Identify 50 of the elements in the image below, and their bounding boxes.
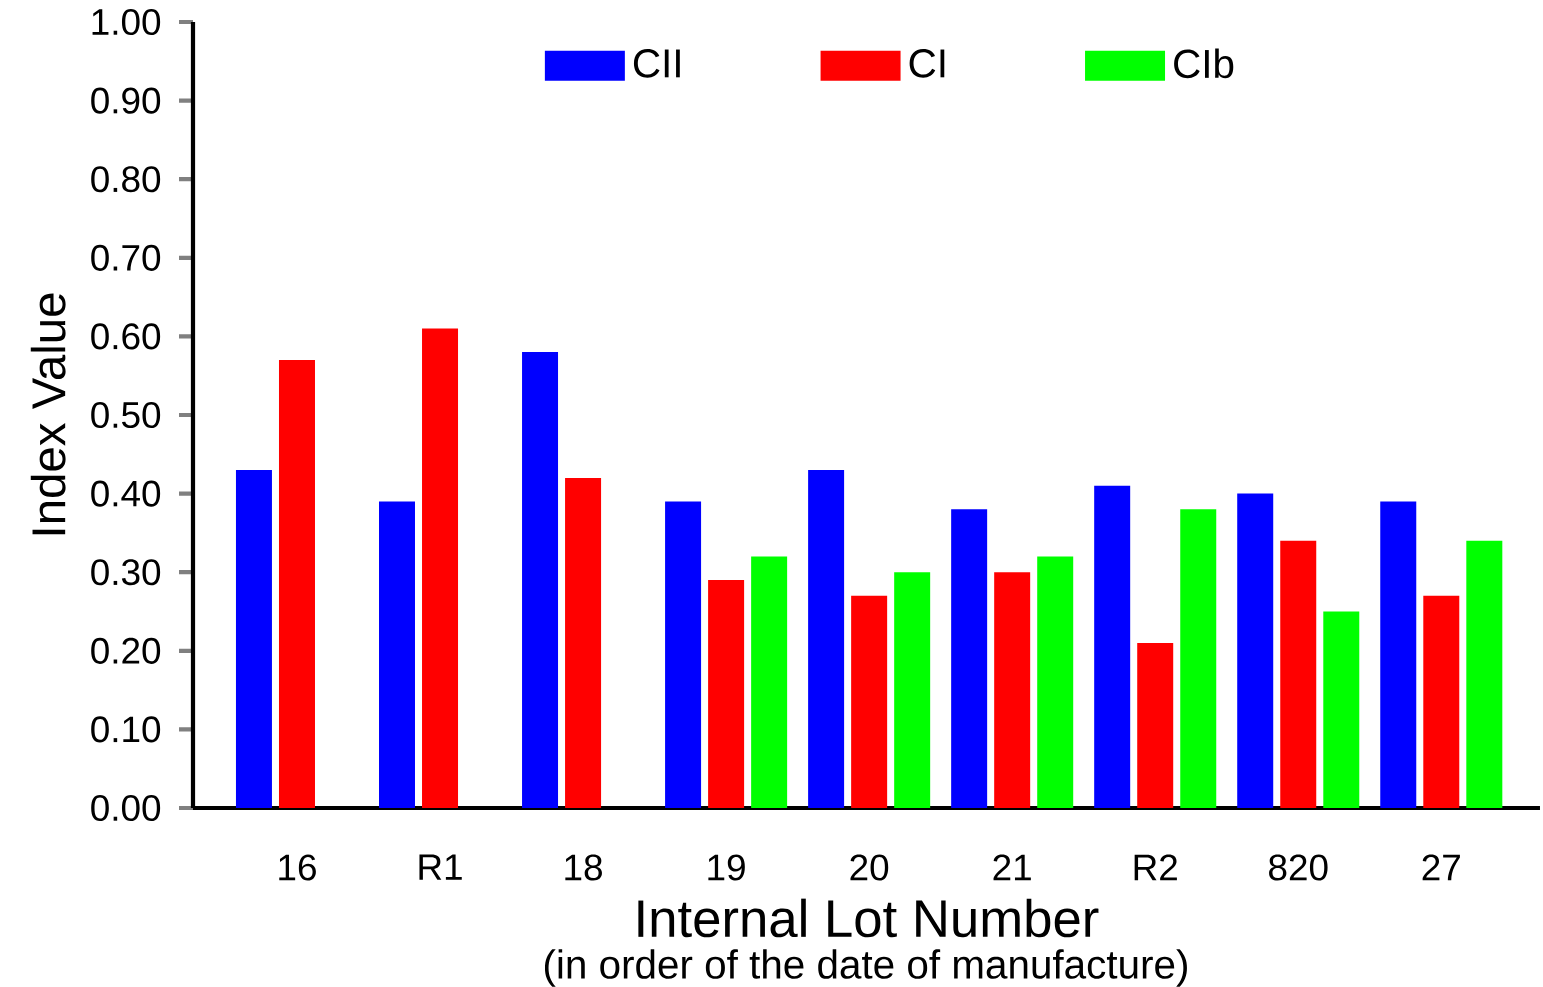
bar: [1237, 493, 1274, 808]
x-axis-title: Internal Lot Number: [638, 898, 1099, 938]
bar: [708, 580, 745, 808]
y-tick-label: 0.30: [91, 559, 161, 586]
bar: [665, 501, 702, 808]
x-tick-label: 820: [1269, 854, 1328, 881]
x-tick-label: R1: [419, 854, 462, 880]
bar: [235, 470, 272, 808]
bar: [1094, 485, 1131, 808]
legend-label: CI: [909, 49, 945, 78]
x-tick-label: 21: [993, 854, 1031, 881]
bar: [1466, 540, 1503, 808]
bar: [522, 352, 559, 808]
bar: [808, 470, 845, 808]
y-axis-title: Index Value: [30, 293, 66, 535]
legend-label: CIb: [1174, 48, 1234, 79]
y-tick-label: 0.20: [91, 637, 161, 664]
bar: [1137, 642, 1174, 808]
x-tick-label: 19: [708, 854, 745, 881]
x-tick-label: R2: [1134, 854, 1177, 881]
bar: [565, 477, 602, 808]
x-tick-label: 20: [850, 854, 889, 881]
bar: [1037, 556, 1074, 808]
bar: [1380, 501, 1417, 808]
y-tick-label: 1.00: [92, 8, 161, 36]
y-tick-label: 0.00: [91, 794, 161, 822]
bar: [994, 572, 1031, 808]
y-tick-label: 0.10: [91, 716, 161, 743]
x-tick-label: 16: [279, 854, 316, 881]
bar: [422, 328, 459, 808]
bar: [751, 556, 788, 808]
text: (in order of the date of manufacture): [544, 949, 1187, 987]
legend-label: CII: [633, 49, 680, 78]
bar: [951, 509, 988, 808]
x-tick-label: 27: [1422, 854, 1460, 881]
bar: [894, 572, 931, 808]
y-tick-label: 0.60: [91, 323, 161, 350]
y-tick-label: 0.70: [91, 244, 161, 271]
bar: [1280, 540, 1317, 808]
bar: [851, 595, 888, 808]
y-tick-label: 0.50: [91, 401, 161, 429]
bar: [1180, 509, 1217, 808]
y-tick-label: 0.90: [91, 87, 161, 114]
bar: [1323, 611, 1360, 808]
y-tick-label: 0.40: [91, 480, 161, 507]
x-tick-label: 18: [565, 854, 602, 881]
bar: [379, 501, 415, 808]
y-tick-label: 0.80: [91, 166, 161, 193]
bar: [1423, 595, 1460, 808]
bar: [278, 359, 315, 808]
